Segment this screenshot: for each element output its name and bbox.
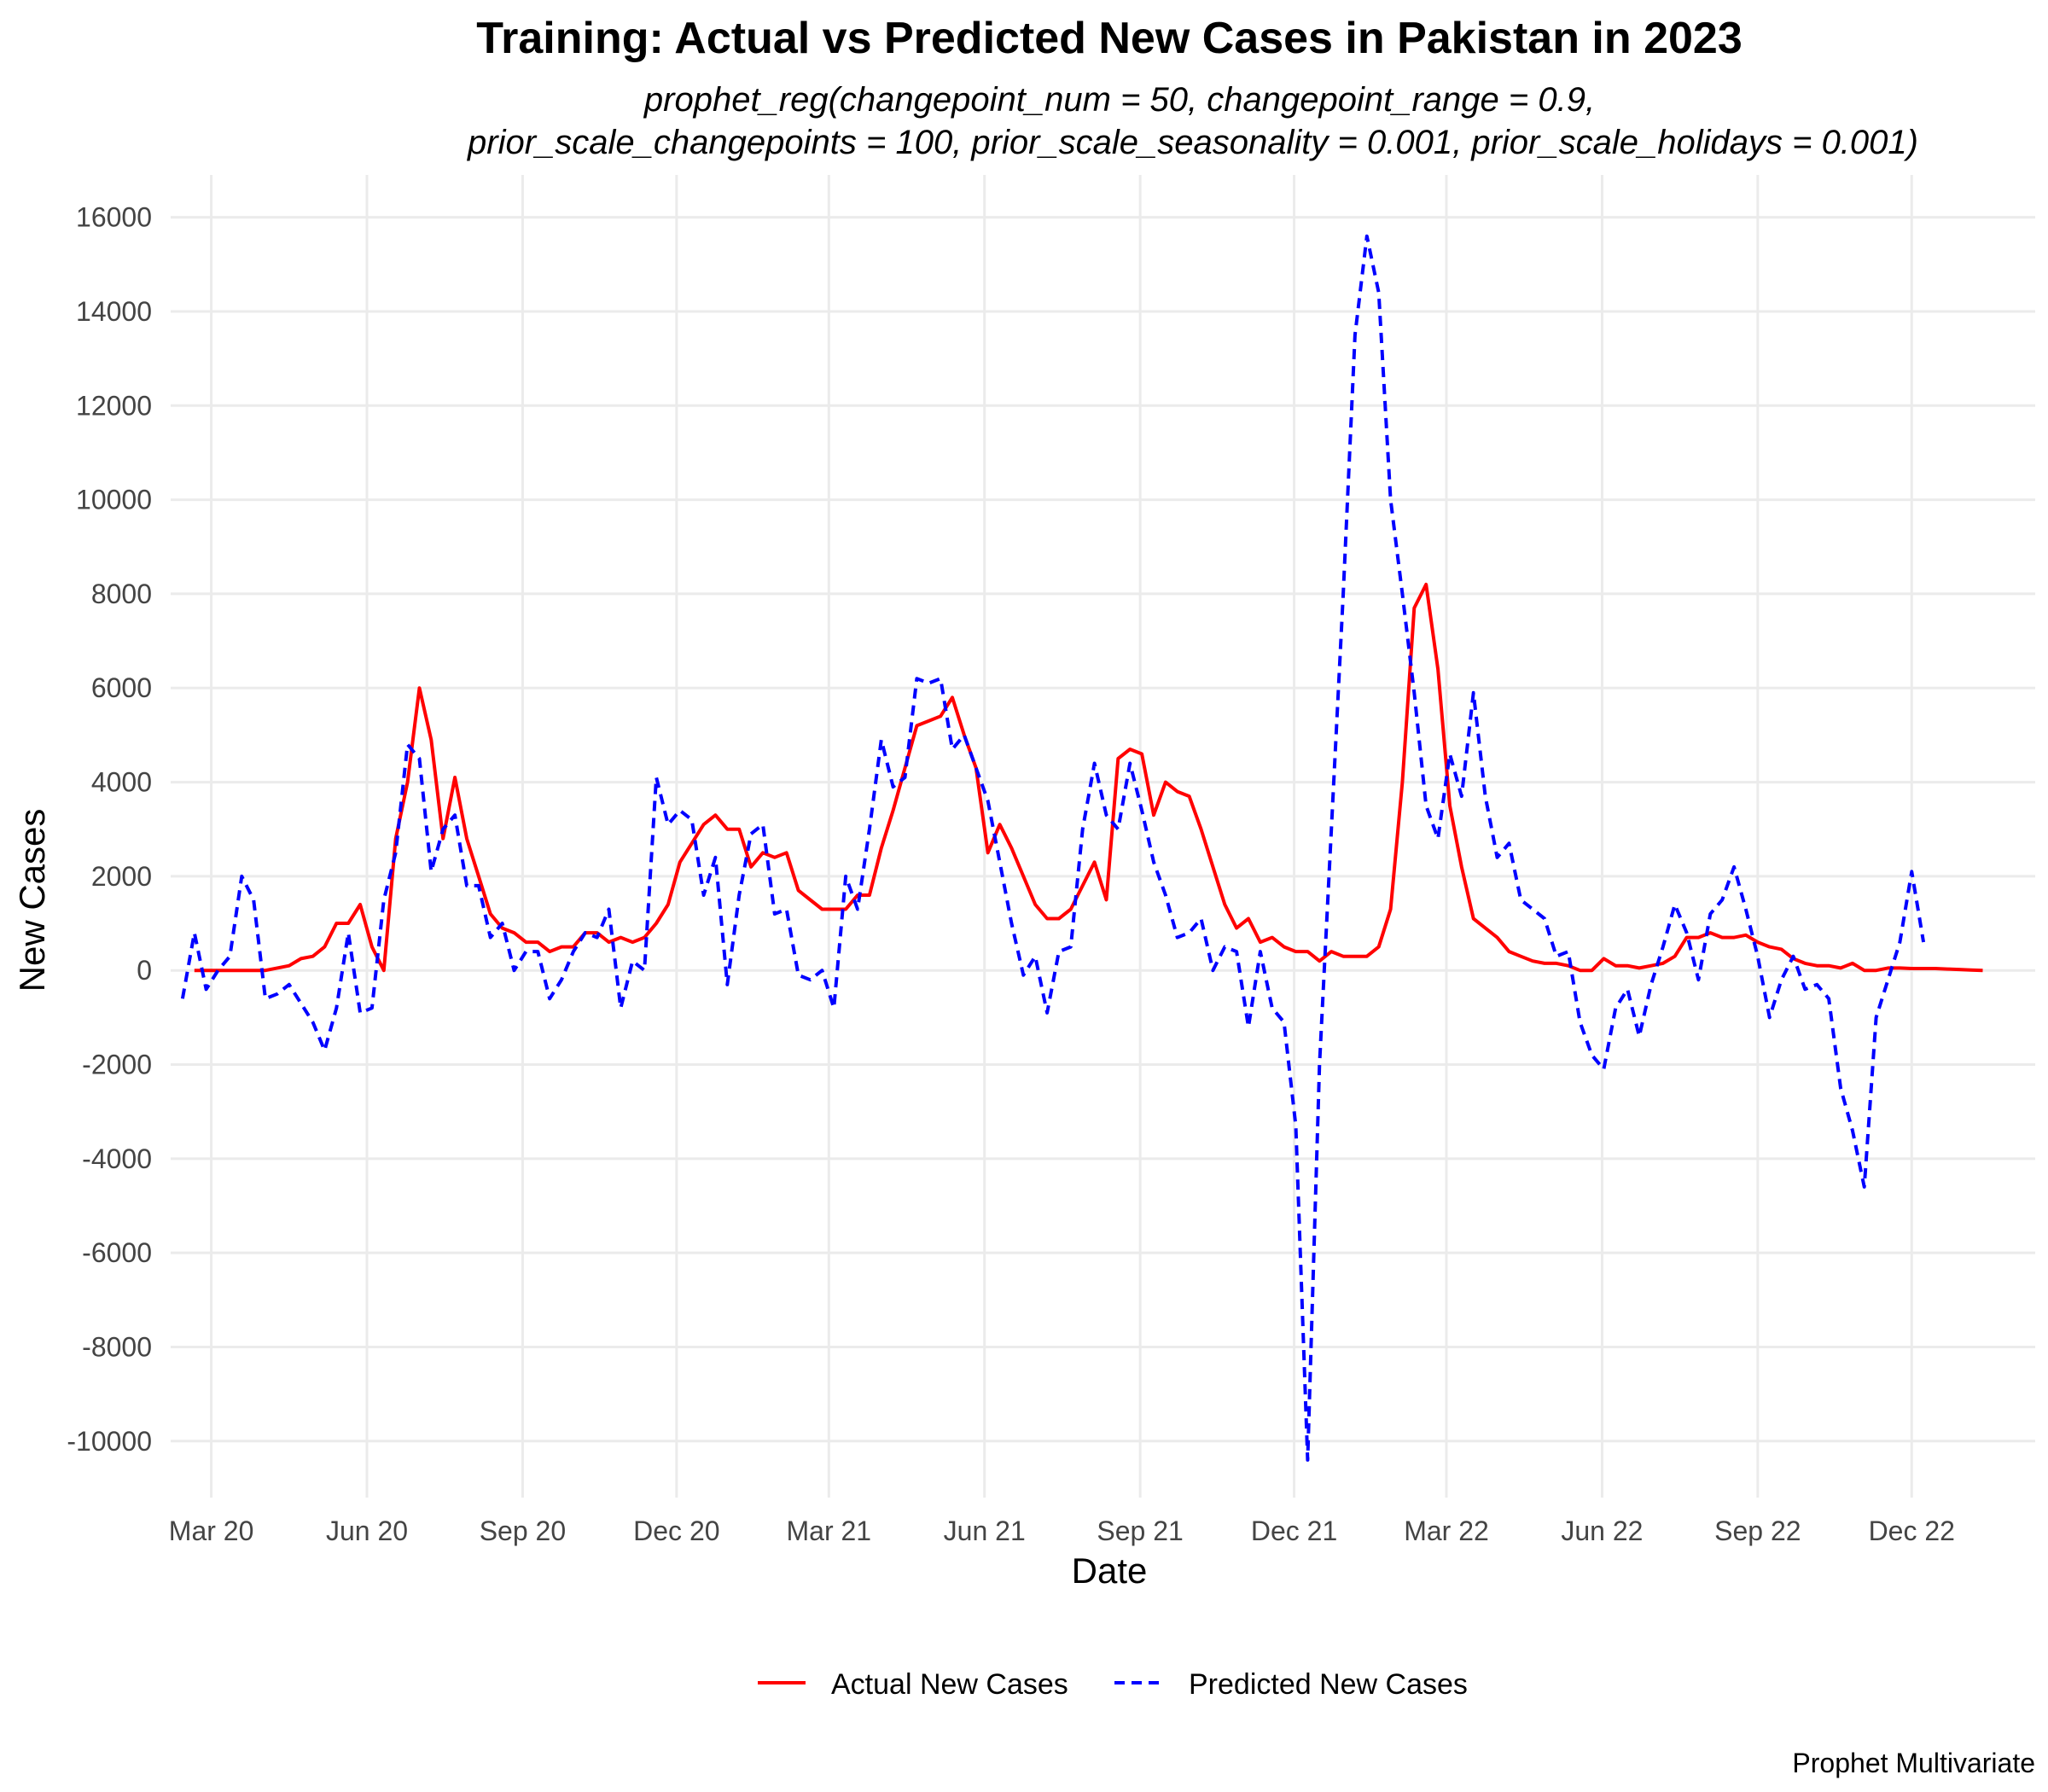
legend-label-predicted: Predicted New Cases	[1189, 1668, 1468, 1701]
x-tick-label: Dec 20	[633, 1516, 719, 1546]
y-tick-label: -4000	[82, 1143, 152, 1174]
x-tick-label: Dec 22	[1869, 1516, 1955, 1546]
y-tick-label: -2000	[82, 1050, 152, 1080]
legend: Actual New Cases Predicted New Cases	[758, 1668, 1468, 1701]
x-axis-ticks: Mar 20 Jun 20 Sep 20 Dec 20 Mar 21 Jun 21 Sep …	[169, 1516, 1955, 1546]
grid-lines	[171, 175, 2035, 1498]
x-tick-label: Mar 21	[786, 1516, 871, 1546]
x-tick-label: Jun 22	[1561, 1516, 1643, 1546]
y-tick-label: 14000	[76, 296, 152, 327]
y-tick-label: 2000	[91, 861, 152, 892]
x-tick-label: Sep 21	[1097, 1516, 1183, 1546]
chart-subtitle-line-2: prior_scale_changepoints = 100, prior_sc…	[467, 124, 1918, 161]
y-tick-label: 0	[137, 955, 152, 986]
chart-subtitle-line-1: prophet_reg(changepoint_num = 50, change…	[643, 81, 1595, 119]
series-line-actual	[194, 582, 1983, 973]
y-tick-label: 8000	[91, 579, 152, 609]
y-tick-label: 10000	[76, 485, 152, 515]
x-tick-label: Jun 21	[944, 1516, 1026, 1546]
y-tick-label: 16000	[76, 202, 152, 233]
x-tick-label: Sep 20	[480, 1516, 566, 1546]
legend-label-actual: Actual New Cases	[831, 1668, 1068, 1701]
x-tick-label: Mar 22	[1404, 1516, 1489, 1546]
x-tick-label: Mar 20	[169, 1516, 254, 1546]
y-tick-label: -10000	[67, 1426, 152, 1457]
y-tick-label: 6000	[91, 672, 152, 703]
x-tick-label: Dec 21	[1251, 1516, 1337, 1546]
y-axis-title: New Cases	[12, 809, 52, 992]
y-tick-label: 12000	[76, 390, 152, 421]
x-tick-label: Sep 22	[1714, 1516, 1801, 1546]
chart-caption: Prophet Multivariate	[1792, 1748, 2035, 1778]
series-lines	[180, 234, 1983, 1462]
y-tick-label: -6000	[82, 1237, 152, 1268]
x-axis-title: Date	[1072, 1551, 1148, 1591]
y-tick-label: -8000	[82, 1331, 152, 1362]
series-line-predicted	[180, 234, 1926, 1462]
y-axis-ticks: 16000 14000 12000 10000 8000 6000 4000 2000 0 -20…	[67, 202, 152, 1457]
chart-title: Training: Actual vs Predicted New Cases …	[476, 14, 1743, 63]
y-tick-label: 4000	[91, 767, 152, 798]
x-tick-label: Jun 20	[326, 1516, 408, 1546]
